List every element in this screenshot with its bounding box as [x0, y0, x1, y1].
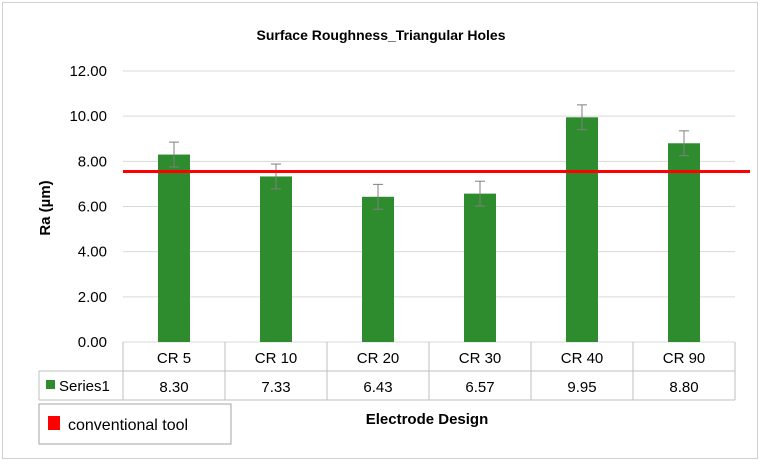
bars: [158, 104, 700, 342]
data-label: 8.80: [669, 379, 698, 396]
legend-label-conventional-tool: conventional tool: [68, 417, 188, 434]
data-label: 6.43: [363, 379, 392, 396]
y-tick-label: 0.00: [78, 334, 107, 351]
data-table: CR 5 8.30 CR 10 7.33 CR 20 6.43 CR 30 6.57 CR 40…: [38, 342, 736, 401]
y-tick-label: 2.00: [78, 289, 107, 306]
y-tick-label: 10.00: [69, 108, 107, 125]
y-tick-label: 12.00: [69, 63, 107, 80]
data-label: 6.57: [465, 379, 494, 396]
legend-box: [38, 403, 232, 445]
data-label: 9.95: [567, 379, 596, 396]
y-tick-label: 8.00: [78, 153, 107, 170]
y-tick-label: 4.00: [78, 244, 107, 261]
bar: [362, 196, 394, 342]
y-axis: 0.00 2.00 4.00 6.00 8.00 10.00 12.00: [69, 63, 107, 351]
bar: [158, 154, 190, 342]
x-tick-label: CR 5: [157, 350, 191, 367]
y-tick-label: 6.00: [78, 199, 107, 216]
legend-swatch-conventional-tool: [48, 416, 60, 430]
x-tick-label: CR 10: [255, 350, 298, 367]
data-label: 7.33: [261, 379, 290, 396]
legend-swatch-series1: [46, 380, 55, 389]
y-axis-title: Ra (µm): [37, 180, 54, 235]
x-axis-title: Electrode Design: [366, 411, 489, 428]
data-label: 8.30: [159, 379, 188, 396]
x-tick-label: CR 20: [357, 350, 400, 367]
bar: [260, 176, 292, 342]
legend-label-series1: Series1: [59, 378, 110, 395]
chart-title: Surface Roughness_Triangular Holes: [257, 27, 506, 43]
x-tick-label: CR 90: [663, 350, 706, 367]
x-tick-label: CR 30: [459, 350, 502, 367]
bar: [668, 143, 700, 342]
x-tick-label: CR 40: [561, 350, 604, 367]
bar: [566, 117, 598, 342]
bar: [464, 193, 496, 342]
legend-conventional-tool: conventional tool: [38, 403, 232, 445]
